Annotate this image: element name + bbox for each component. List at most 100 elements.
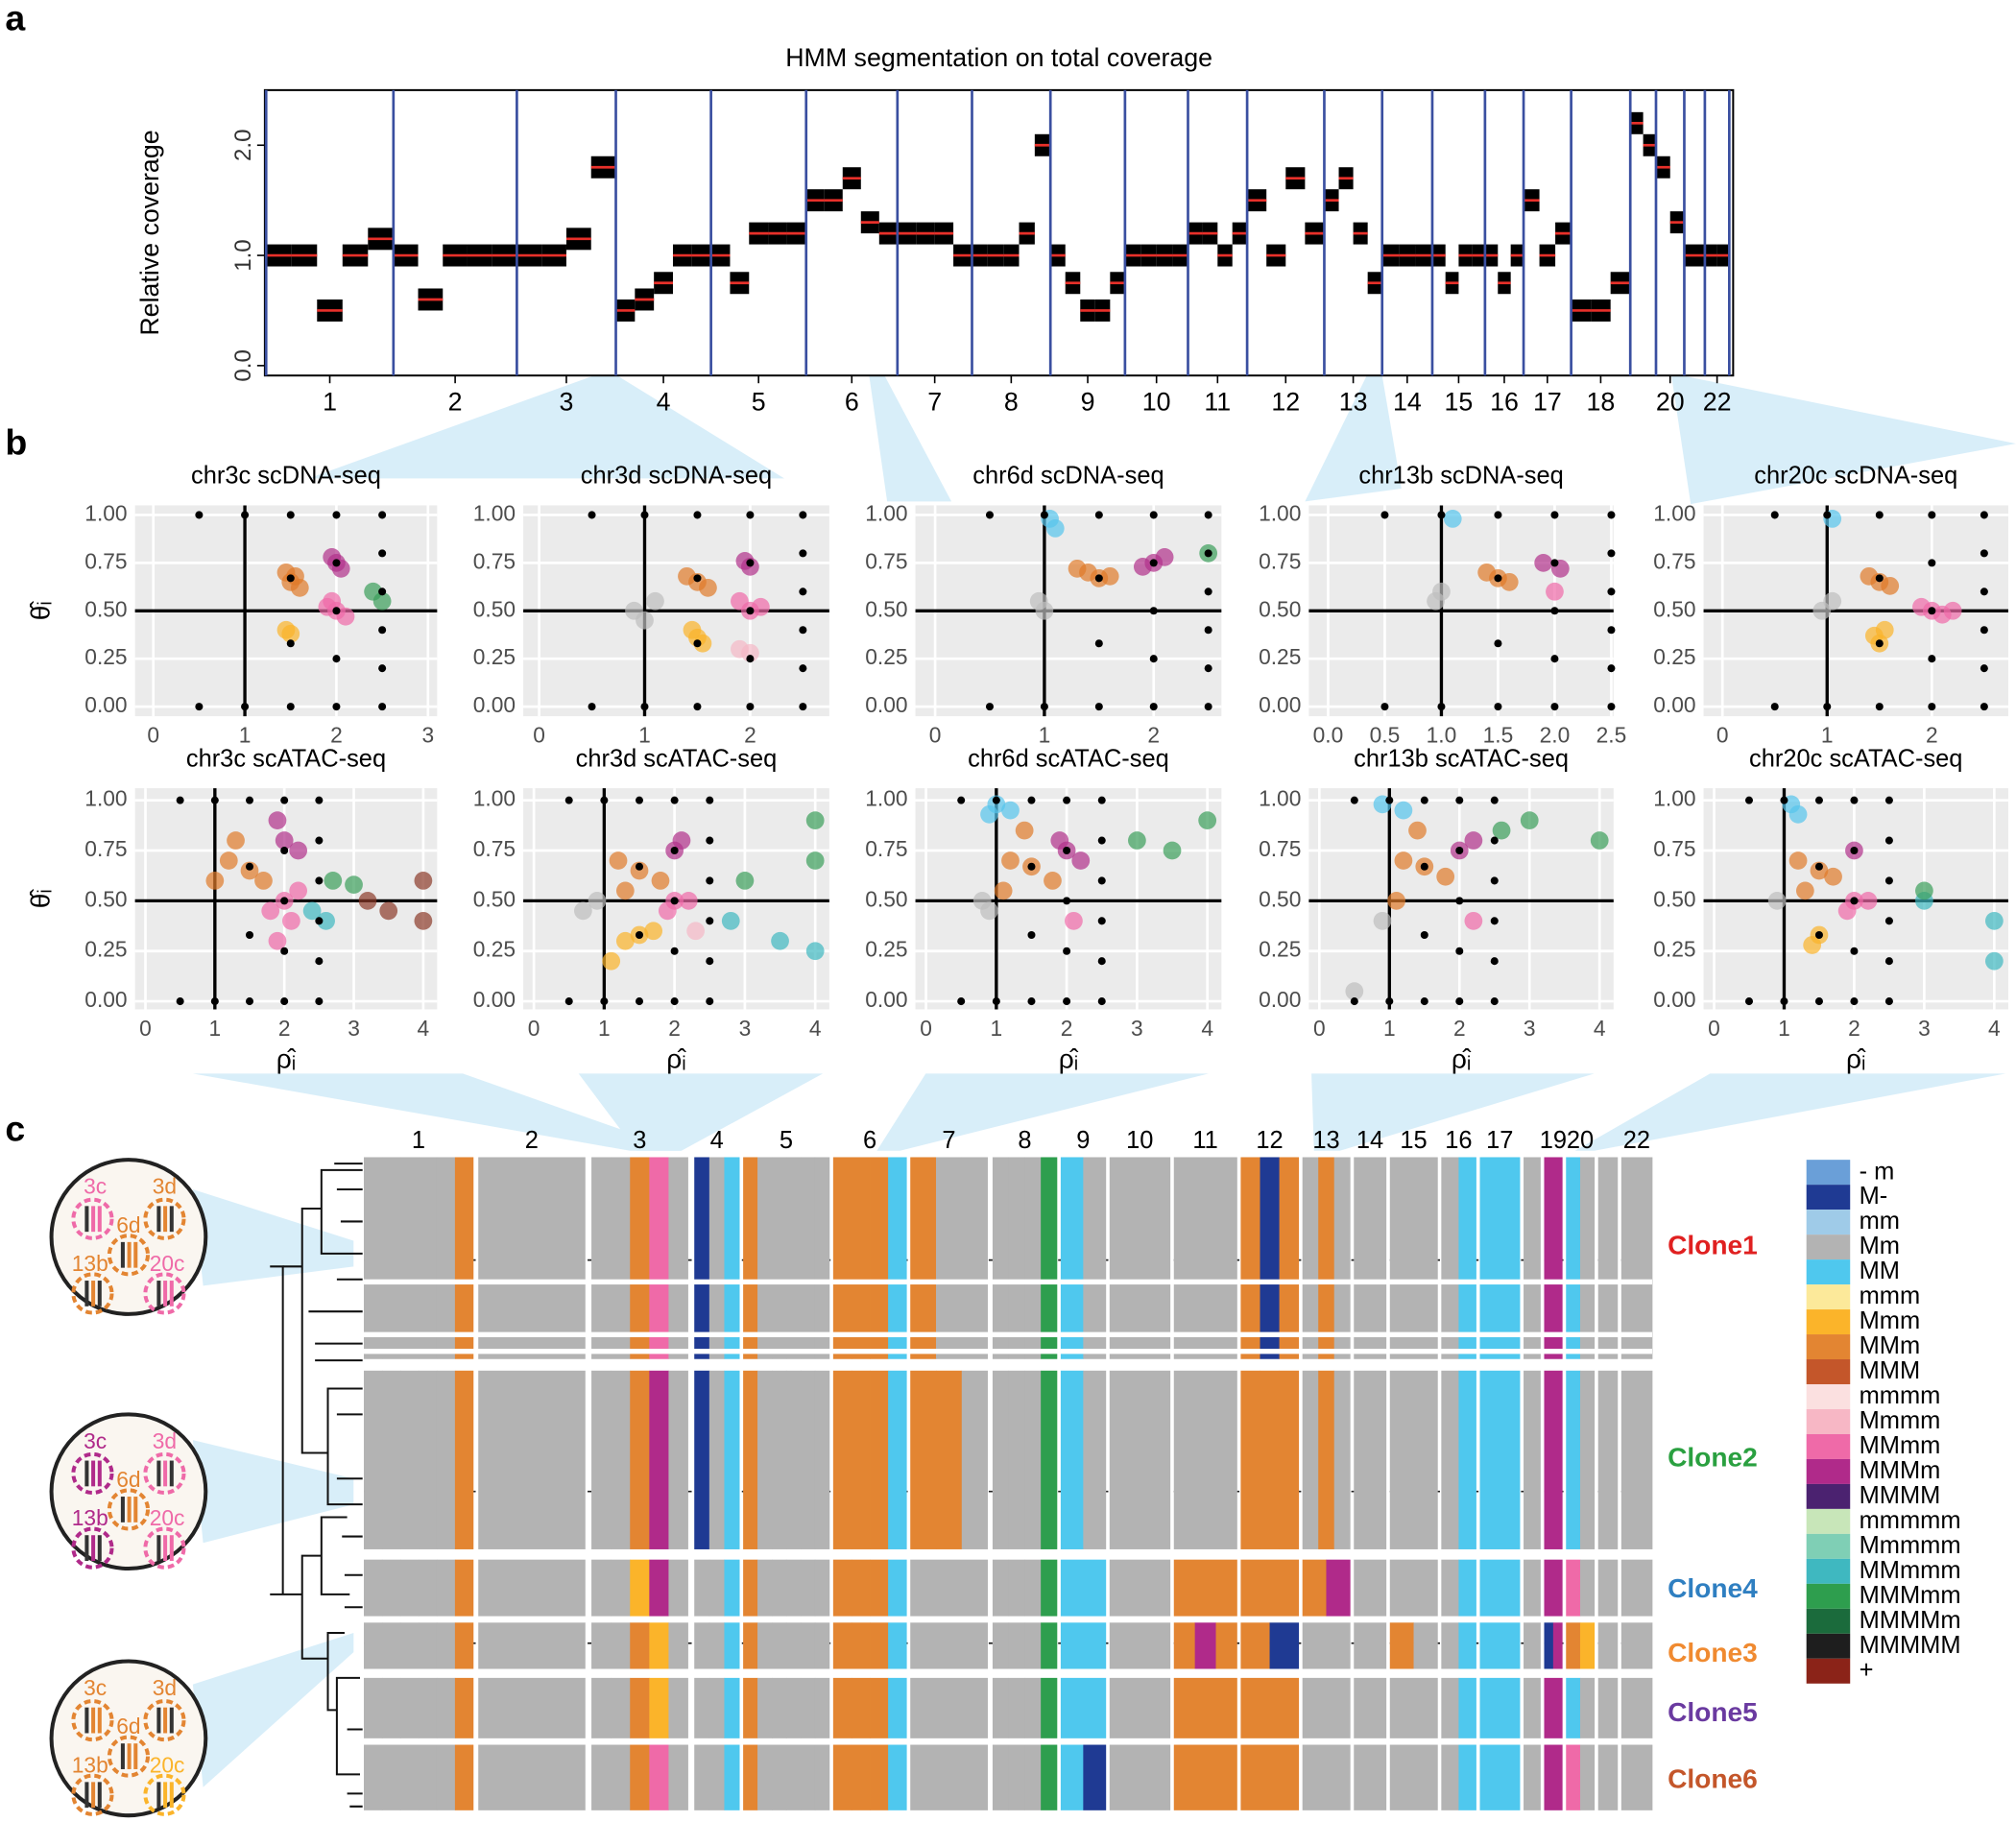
x-tick-label: 0.0 xyxy=(1313,723,1344,748)
cnv-cell xyxy=(1620,1370,1653,1549)
expected-state-point xyxy=(1490,957,1499,966)
expected-state-point xyxy=(600,796,609,804)
cnv-cell xyxy=(851,1677,871,1738)
cnv-cell xyxy=(1240,1370,1260,1549)
expected-state-point xyxy=(600,997,609,1006)
cnv-cell xyxy=(1318,1157,1335,1359)
cell-point xyxy=(336,607,355,626)
expected-state-point xyxy=(1494,703,1502,711)
expected-state-point xyxy=(1027,997,1036,1006)
cnv-cell xyxy=(630,1677,650,1738)
cartoon-label: 3c xyxy=(84,1174,107,1199)
legend-swatch xyxy=(1806,1458,1851,1484)
expected-state-point xyxy=(1814,997,1823,1006)
chromosome-bar xyxy=(91,1707,96,1734)
column-label: 19 xyxy=(1540,1127,1567,1154)
chromosome-bar xyxy=(169,1782,174,1809)
cnv-cell xyxy=(364,1370,383,1549)
expected-state-point xyxy=(564,997,573,1006)
chromosome-bar xyxy=(91,1460,96,1487)
cnv-cell xyxy=(1354,1677,1387,1738)
cnv-cell xyxy=(1524,1370,1541,1549)
cell-point xyxy=(1394,851,1413,870)
cnv-cell xyxy=(1109,1370,1171,1549)
cnv-cell xyxy=(1279,1157,1300,1359)
cnv-cell xyxy=(1566,1370,1581,1549)
cnv-cell xyxy=(708,1622,725,1669)
chromosome-bar xyxy=(120,1497,125,1522)
cell-point xyxy=(1520,811,1539,829)
cell-point xyxy=(679,891,698,910)
column-label: 5 xyxy=(780,1127,793,1154)
chromosome-bar xyxy=(84,1281,89,1307)
expected-state-point xyxy=(1040,511,1048,519)
expected-state-point xyxy=(1149,511,1158,519)
expected-state-point xyxy=(1455,897,1464,905)
cnv-cell xyxy=(1024,1370,1042,1549)
cell-point xyxy=(658,901,677,921)
cnv-cell xyxy=(1109,1559,1171,1617)
cell-point xyxy=(276,620,296,639)
cnv-cell xyxy=(1024,1559,1042,1617)
cnv-cell xyxy=(1279,1370,1300,1549)
x-tick-label: 2 xyxy=(1147,723,1160,748)
cnv-cell xyxy=(1173,1744,1237,1810)
expected-state-point xyxy=(1550,511,1559,519)
cnv-cell xyxy=(814,1622,830,1669)
cnv-cell xyxy=(1109,1622,1171,1669)
x-tick-label: 11 xyxy=(1204,388,1231,417)
x-tick-label: 0 xyxy=(139,1016,152,1041)
cartoon-label: 3c xyxy=(84,1675,107,1700)
cnv-cell xyxy=(611,1559,631,1617)
y-tick-label: 1.00 xyxy=(84,786,127,811)
expected-state-point xyxy=(1770,703,1779,711)
cell-point xyxy=(1881,576,1900,595)
cnv-cell xyxy=(910,1744,988,1810)
expected-state-point xyxy=(706,917,714,925)
row-gap xyxy=(364,1279,1652,1285)
expected-state-point xyxy=(706,796,714,804)
cell-point xyxy=(602,951,621,971)
cnv-cell xyxy=(1008,1677,1025,1738)
cell-point xyxy=(1015,821,1034,840)
cnv-cell xyxy=(1479,1370,1521,1549)
y-tick-label: 0.00 xyxy=(1259,692,1301,717)
expected-state-point xyxy=(245,862,254,871)
cnv-cell xyxy=(1458,1370,1476,1549)
chromosome-cell xyxy=(107,1735,151,1778)
legend-swatch xyxy=(1806,1483,1851,1509)
expected-state-point xyxy=(245,997,254,1006)
chromosome-bar xyxy=(97,1281,102,1307)
expected-state-point xyxy=(378,549,387,558)
chromosome-cell xyxy=(71,1698,114,1742)
chart-title: chr3d scDNA-seq xyxy=(581,463,772,490)
x-tick-label: 18 xyxy=(1587,388,1616,417)
cnv-cell xyxy=(708,1370,725,1549)
cnv-cell xyxy=(1552,1622,1563,1669)
cnv-cell xyxy=(649,1677,669,1738)
chart-title: chr6d scDNA-seq xyxy=(972,463,1164,490)
cnv-cell xyxy=(743,1744,758,1810)
cnv-cell xyxy=(454,1677,474,1738)
y-tick-label: 0.25 xyxy=(865,937,907,962)
cell-point xyxy=(683,620,702,639)
expected-state-point xyxy=(706,997,714,1006)
panel-label: c xyxy=(5,1109,25,1149)
expected-state-point xyxy=(1780,796,1788,804)
cnv-cell xyxy=(743,1370,758,1549)
cell-point xyxy=(1546,582,1564,601)
x-tick-label: 1 xyxy=(1821,723,1834,748)
clone-label: Clone3 xyxy=(1668,1638,1758,1667)
cnv-cell xyxy=(436,1157,456,1359)
expected-state-point xyxy=(1490,876,1499,885)
chromosome-bar xyxy=(91,1535,96,1562)
expected-state-point xyxy=(1550,607,1559,615)
cnv-cell xyxy=(1597,1559,1619,1617)
y-tick-label: 1.00 xyxy=(473,500,516,525)
expected-state-point xyxy=(1780,997,1788,1006)
chromosome-bar xyxy=(127,1241,132,1268)
expected-state-point xyxy=(378,664,387,673)
cnv-cell xyxy=(992,1157,1010,1359)
clone-label: Clone1 xyxy=(1668,1231,1758,1260)
cell-point xyxy=(1860,566,1879,586)
